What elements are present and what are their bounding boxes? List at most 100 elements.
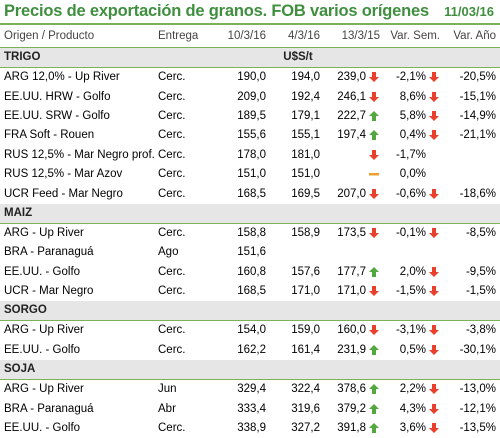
- price-prev-year-value: 173,5: [337, 226, 366, 239]
- arrow-down-icon: [368, 149, 380, 161]
- col-header-var-sem: Var. Sem.: [380, 25, 440, 48]
- price-prev-year-value: 391,8: [337, 422, 366, 435]
- var-year: -21,1%: [459, 129, 496, 142]
- arrow-down-icon: [428, 91, 440, 103]
- section-unit: [216, 301, 380, 322]
- price-current: 162,2: [237, 343, 266, 356]
- delivery-period: Cerc.: [158, 129, 186, 142]
- var-week-value: -3,1%: [395, 324, 426, 337]
- price-current: 158,8: [237, 226, 266, 239]
- price-prev-week: 179,1: [291, 109, 320, 122]
- price-current: 333,4: [237, 402, 266, 415]
- col-header-product: Origen / Producto: [0, 25, 158, 48]
- var-week-value: -1,5%: [395, 285, 426, 298]
- delivery-period: Abr: [158, 402, 176, 415]
- delivery-period: Cerc.: [158, 324, 186, 337]
- product-name: UCR - Mar Negro: [4, 285, 94, 298]
- section-spacer: [158, 47, 216, 68]
- price-prev-year-value: 246,1: [337, 90, 366, 103]
- section-spacer: [380, 203, 440, 224]
- report-header: Precios de exportación de granos. FOB va…: [0, 0, 500, 25]
- var-year: -8,5%: [465, 226, 496, 239]
- price-current: 209,0: [237, 90, 266, 103]
- arrow-down-icon: [368, 227, 380, 239]
- price-prev-year: 222,7: [320, 107, 380, 126]
- price-prev-year-value: 378,6: [337, 383, 366, 396]
- arrow-up-icon: [368, 110, 380, 122]
- price-prev-week: 155,1: [291, 129, 320, 142]
- section-name: TRIGO: [0, 47, 158, 68]
- table-row: EE.UU. HRW - Golfo Cerc. 209,0 192,4 246,1 8,…: [0, 87, 500, 106]
- price-prev-year: 207,0: [320, 184, 380, 203]
- section-spacer: [158, 360, 216, 381]
- product-name: EE.UU. SRW - Golfo: [4, 109, 110, 122]
- section-spacer: [380, 301, 440, 322]
- col-header-var-ano: Var. Año: [440, 25, 500, 48]
- product-name: EE.UU. - Golfo: [4, 265, 81, 278]
- table-row: BRA - Paranaguá Abr 333,4 319,6 379,2 4,3% -12…: [0, 399, 500, 418]
- prices-table: Origen / Producto Entrega 10/3/16 4/3/16…: [0, 25, 500, 438]
- var-year: -15,1%: [459, 90, 496, 103]
- delivery-period: Cerc.: [158, 187, 186, 200]
- var-week: -2,1%: [380, 68, 440, 88]
- var-week: 0,0%: [380, 165, 440, 184]
- product-name: EE.UU. - Golfo: [4, 343, 81, 356]
- arrow-up-icon: [368, 129, 380, 141]
- price-prev-week: 169,5: [291, 187, 320, 200]
- arrow-down-icon: [428, 344, 440, 356]
- var-year: -18,6%: [459, 187, 496, 200]
- price-current: 338,9: [237, 422, 266, 435]
- price-current: 154,0: [237, 324, 266, 337]
- price-prev-year-value: 379,2: [337, 402, 366, 415]
- arrow-down-icon: [428, 227, 440, 239]
- var-year: -13,0%: [459, 383, 496, 396]
- var-week-value: -0,1%: [395, 226, 426, 239]
- arrow-up-icon: [368, 422, 380, 434]
- var-week: -3,1%: [380, 321, 440, 341]
- table-row: ARG 12,0% - Up River Cerc. 190,0 194,0 239,0…: [0, 68, 500, 88]
- var-week: 4,3%: [380, 399, 440, 418]
- product-name: ARG - Up River: [4, 226, 84, 239]
- var-week: -0,1%: [380, 223, 440, 243]
- price-prev-year: 177,7: [320, 263, 380, 282]
- price-prev-year: [320, 146, 380, 165]
- product-name: ARG - Up River: [4, 324, 84, 337]
- price-prev-year-value: 160,0: [337, 324, 366, 337]
- column-header-row: Origen / Producto Entrega 10/3/16 4/3/16…: [0, 25, 500, 48]
- price-prev-week: 192,4: [291, 90, 320, 103]
- col-header-entrega: Entrega: [158, 25, 216, 48]
- arrow-down-icon: [428, 188, 440, 200]
- price-prev-week: 151,0: [291, 168, 320, 181]
- arrow-up-icon: [368, 344, 380, 356]
- arrow-down-icon: [428, 71, 440, 83]
- arrow-down-icon: [428, 383, 440, 395]
- section-header-trigo: TRIGO U$S/t: [0, 47, 500, 68]
- price-current: 329,4: [237, 383, 266, 396]
- product-name: UCR Feed - Mar Negro: [4, 187, 123, 200]
- var-week-value: 0,5%: [399, 343, 426, 356]
- price-prev-week: [266, 243, 320, 262]
- arrow-down-icon: [368, 285, 380, 297]
- price-prev-year: 379,2: [320, 399, 380, 418]
- delivery-period: Cerc.: [158, 148, 186, 161]
- price-prev-year: 173,5: [320, 223, 380, 243]
- arrow-down-icon: [428, 285, 440, 297]
- var-week-value: 2,0%: [399, 265, 426, 278]
- empty-icon: [368, 246, 380, 258]
- price-prev-year: 160,0: [320, 321, 380, 341]
- product-name: BRA - Paranaguá: [4, 246, 94, 259]
- col-header-price-2: 4/3/16: [266, 25, 320, 48]
- price-prev-week: 181,0: [291, 148, 320, 161]
- section-spacer: [380, 360, 440, 381]
- price-prev-week: 194,0: [291, 71, 320, 84]
- var-week-value: -2,1%: [395, 71, 426, 84]
- delivery-period: Cerc.: [158, 265, 186, 278]
- table-row: RUS 12,5% - Mar Negro prof. Cerc. 178,0 181…: [0, 146, 500, 165]
- price-prev-year-value: 207,0: [337, 187, 366, 200]
- price-prev-year: [320, 165, 380, 184]
- section-header-maiz: MAIZ: [0, 203, 500, 224]
- price-prev-year-value: 197,4: [337, 129, 366, 142]
- product-name: ARG - Up River: [4, 383, 84, 396]
- section-name: SORGO: [0, 301, 158, 322]
